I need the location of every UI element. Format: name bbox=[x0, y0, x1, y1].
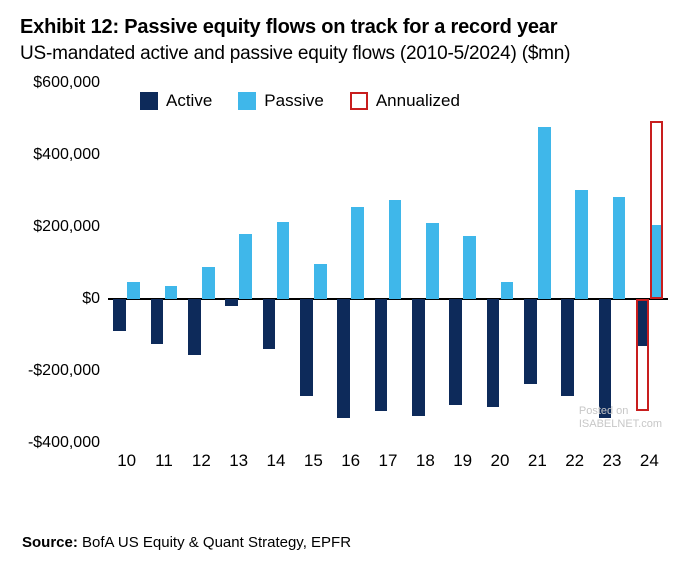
legend-item-passive: Passive bbox=[238, 91, 324, 111]
legend: Active Passive Annualized bbox=[140, 91, 460, 111]
bar bbox=[412, 299, 425, 416]
y-tick-label: $600,000 bbox=[33, 74, 100, 92]
x-tick-label: 10 bbox=[117, 451, 136, 471]
y-tick-label: -$200,000 bbox=[28, 362, 100, 380]
x-tick-label: 14 bbox=[267, 451, 286, 471]
bar bbox=[127, 282, 140, 299]
legend-item-annualized: Annualized bbox=[350, 91, 460, 111]
x-tick-label: 11 bbox=[155, 451, 173, 471]
y-tick-label: $200,000 bbox=[33, 218, 100, 236]
bar bbox=[151, 299, 164, 344]
watermark-line1: Posted on bbox=[579, 405, 662, 418]
bar bbox=[225, 299, 238, 306]
bar bbox=[113, 299, 126, 331]
bar bbox=[239, 234, 252, 299]
x-tick-label: 17 bbox=[379, 451, 398, 471]
bar bbox=[165, 286, 178, 299]
bar bbox=[337, 299, 350, 418]
bar bbox=[300, 299, 313, 396]
watermark: Posted on ISABELNET.com bbox=[579, 405, 662, 431]
bar bbox=[487, 299, 500, 407]
bar-annualized bbox=[650, 121, 663, 299]
bar bbox=[188, 299, 201, 355]
y-axis: -$400,000 -$200,000 $0 $200,000 $400,000 $600… bbox=[20, 73, 100, 493]
bar bbox=[538, 127, 551, 299]
legend-label-annualized: Annualized bbox=[376, 91, 460, 111]
bar bbox=[277, 222, 290, 299]
x-tick-label: 20 bbox=[491, 451, 510, 471]
bar bbox=[263, 299, 276, 349]
y-tick-label: $400,000 bbox=[33, 146, 100, 164]
x-tick-label: 12 bbox=[192, 451, 211, 471]
bar bbox=[575, 190, 588, 299]
exhibit-container: Exhibit 12: Passive equity flows on trac… bbox=[0, 0, 700, 573]
legend-swatch-active bbox=[140, 92, 158, 110]
legend-label-active: Active bbox=[166, 91, 212, 111]
bar bbox=[501, 282, 514, 299]
y-tick-label: -$400,000 bbox=[28, 434, 100, 452]
x-tick-label: 18 bbox=[416, 451, 435, 471]
x-tick-label: 21 bbox=[528, 451, 547, 471]
plot-area bbox=[108, 83, 668, 443]
legend-swatch-annualized bbox=[350, 92, 368, 110]
x-tick-label: 16 bbox=[341, 451, 360, 471]
x-tick-label: 24 bbox=[640, 451, 659, 471]
y-tick-label: $0 bbox=[82, 290, 100, 308]
source-line: Source: BofA US Equity & Quant Strategy,… bbox=[22, 534, 351, 551]
exhibit-subtitle: US-mandated active and passive equity fl… bbox=[20, 43, 680, 65]
x-tick-label: 23 bbox=[603, 451, 622, 471]
bar bbox=[613, 197, 626, 299]
watermark-line2: ISABELNET.com bbox=[579, 418, 662, 431]
source-text: BofA US Equity & Quant Strategy, EPFR bbox=[78, 534, 351, 551]
bar bbox=[524, 299, 537, 384]
bar bbox=[375, 299, 388, 411]
legend-swatch-passive bbox=[238, 92, 256, 110]
bar-annualized bbox=[636, 299, 649, 411]
x-tick-label: 15 bbox=[304, 451, 323, 471]
legend-item-active: Active bbox=[140, 91, 212, 111]
source-label: Source: bbox=[22, 534, 78, 551]
bar bbox=[351, 207, 364, 299]
bar bbox=[389, 200, 402, 299]
x-tick-label: 22 bbox=[565, 451, 584, 471]
bar bbox=[463, 236, 476, 299]
chart: Active Passive Annualized -$400,000 -$200… bbox=[20, 73, 680, 493]
exhibit-title: Exhibit 12: Passive equity flows on trac… bbox=[20, 16, 680, 39]
bar bbox=[599, 299, 612, 418]
bar bbox=[202, 267, 215, 299]
bar bbox=[426, 223, 439, 299]
x-tick-label: 19 bbox=[453, 451, 472, 471]
x-tick-label: 13 bbox=[229, 451, 248, 471]
bar bbox=[314, 264, 327, 299]
bar bbox=[561, 299, 574, 396]
x-axis: 10 11 12 13 14 15 16 17 18 19 20 21 22 23 24 bbox=[108, 451, 668, 475]
bar bbox=[449, 299, 462, 405]
legend-label-passive: Passive bbox=[264, 91, 324, 111]
